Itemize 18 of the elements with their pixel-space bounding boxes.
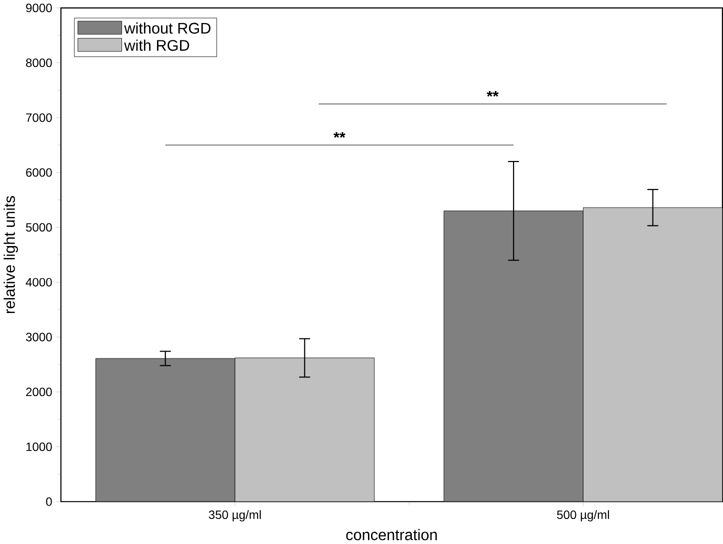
legend-label: without RGD	[124, 22, 210, 34]
y-tick-label: 6000	[26, 168, 52, 177]
annotation: **	[334, 132, 346, 138]
y-tick-label: 7000	[26, 113, 52, 122]
y-axis-title: relative light units	[4, 196, 18, 314]
y-tick-label: 2000	[26, 388, 52, 396]
y-tick-label: 0	[46, 497, 52, 506]
y-tick-label: 3000	[26, 332, 52, 342]
y-tick-label: 5000	[26, 223, 52, 232]
annotation: **	[486, 90, 499, 97]
legend-label: with RGD	[124, 40, 190, 51]
x-tick-label: 500 µg/ml	[557, 510, 609, 522]
x-axis-title: concentration	[346, 529, 437, 540]
x-tick-label: 350 µg/ml	[208, 510, 261, 522]
y-tick-label: 4000	[26, 278, 52, 287]
y-tick-label: 1000	[26, 442, 52, 452]
y-tick-label: 9000	[26, 4, 52, 12]
y-tick-label: 8000	[26, 58, 52, 68]
